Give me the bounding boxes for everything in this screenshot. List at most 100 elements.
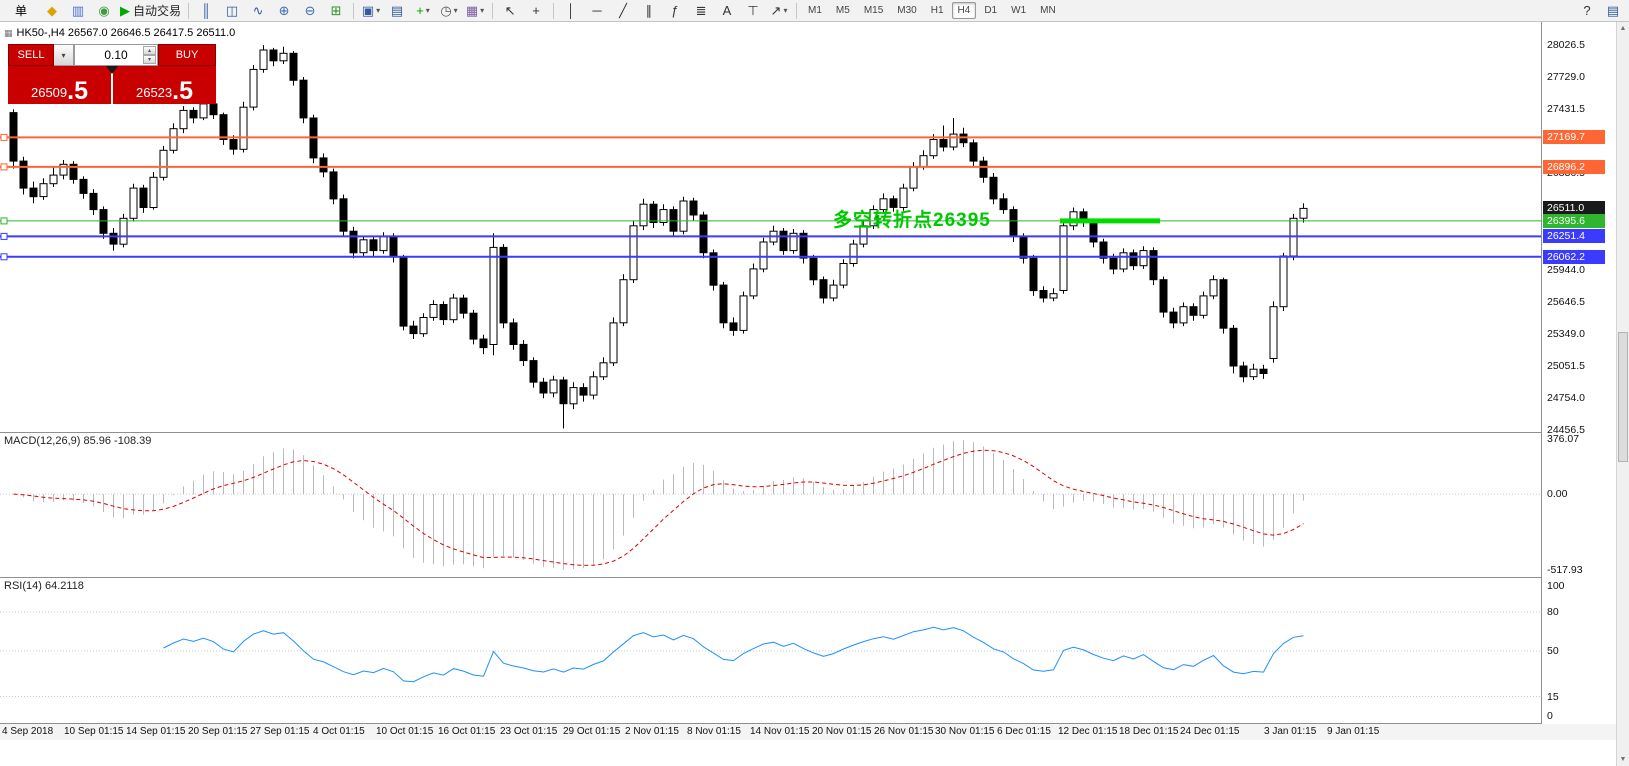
label-icon[interactable]: ⊤ [740,1,766,21]
arrows-icon[interactable]: ↗ ▾ [766,1,792,21]
vertical-line-icon: │ [566,3,576,18]
crosshair-icon: + [532,3,540,18]
auto-trading-button-label: 自动交易 [133,4,182,18]
tile-windows-icon[interactable]: ⊞ [323,1,349,21]
crosshair-icon[interactable]: + [523,1,549,21]
timeframe-m30[interactable]: M30 [897,5,917,16]
time-tick: 3 Jan 01:15 [1264,726,1317,737]
help-icon[interactable]: ? [1574,1,1600,21]
indicators-icon: + [416,3,424,18]
macd-axis-label: -517.93 [1547,564,1583,576]
volume-up-icon[interactable]: ▴ [143,46,156,55]
timeframe-h1[interactable]: H1 [930,5,944,16]
timeframe-w1[interactable]: W1 [1011,5,1027,16]
text-icon[interactable]: A [714,1,740,21]
panel-separator[interactable] [0,432,1616,433]
time-tick: 4 Oct 01:15 [313,726,365,737]
timeframe-h4[interactable]: H4 [951,2,977,19]
candles-chart-icon[interactable]: ◫ [219,1,245,21]
indicators-icon[interactable]: + ▾ [410,1,436,21]
cursor-icon[interactable]: ↖ [497,1,523,21]
tile-windows-icon: ⊞ [330,3,342,18]
templates-icon: ▦ [465,3,479,18]
price-badge: 26511.0 [1543,201,1605,215]
macd-panel[interactable] [0,433,1541,577]
price-badge: 26251.4 [1543,229,1605,243]
one-click-trading-panel: SELL ▾ 0.10 ▴ ▾ BUY 26509.5 26523.5 [8,44,216,104]
text-icon: A [722,3,732,18]
price-tick: 27729.0 [1547,71,1585,83]
symbol-header: ▦ HK50-,H4 26567.0 26646.5 26417.5 26511… [4,27,235,39]
fibonacci-icon[interactable]: ƒ [662,1,688,21]
scrollbar-thumb[interactable] [1618,332,1628,462]
rsi-panel[interactable] [0,578,1541,723]
profiles-icon[interactable]: ▤ [384,1,410,21]
arrows-icon: ↗ [770,3,782,18]
sell-button[interactable]: SELL [8,44,54,66]
label-icon: ⊤ [747,3,759,18]
time-tick: 10 Sep 01:15 [64,726,124,737]
zoom-in-icon[interactable]: ⊕ [271,1,297,21]
macd-label: MACD(12,26,9) 85.96 -108.39 [4,435,152,447]
volume-input[interactable]: 0.10 ▴ ▾ [74,44,158,66]
time-tick: 12 Dec 01:15 [1058,726,1118,737]
navigator-icon[interactable]: ◉ [91,1,117,21]
main-chart[interactable] [0,22,1541,432]
channel-icon[interactable]: ∥ [636,1,662,21]
timeframe-mn[interactable]: MN [1040,5,1056,16]
buy-button[interactable]: BUY [158,44,216,66]
bars-chart-icon[interactable]: ║ [193,1,219,21]
shapes-icon[interactable]: ≣ [688,1,714,21]
panels-icon[interactable]: ▤ [1600,1,1626,21]
panel-separator[interactable] [0,577,1616,578]
timeframe-m15[interactable]: M15 [863,5,884,16]
one-click-options-dropdown[interactable]: ▾ [54,44,74,66]
orders-menu[interactable]: 单 [14,4,27,18]
time-tick: 20 Nov 01:15 [812,726,872,737]
time-tick: 16 Oct 01:15 [438,726,496,737]
new-chart-icon[interactable]: ▣ ▾ [358,1,384,21]
auto-trading-button[interactable]: ▶ 自动交易 [117,1,184,21]
scrollbar[interactable]: ▲ ▼ [1616,22,1629,766]
time-tick: 2 Nov 01:15 [625,726,679,737]
vertical-line-icon[interactable]: │ [558,1,584,21]
price-tick: 25944.0 [1547,264,1585,276]
line-chart-icon[interactable]: ∿ [245,1,271,21]
timeframe-m5[interactable]: M5 [835,5,850,16]
horizontal-line-icon: ─ [592,3,602,18]
volume-down-icon[interactable]: ▾ [143,55,156,64]
time-tick: 27 Sep 01:15 [250,726,310,737]
time-tick: 4 Sep 2018 [2,726,54,737]
macd-axis-label: 376.07 [1547,433,1580,445]
time-tick: 29 Oct 01:15 [563,726,621,737]
chart-annotation-text[interactable]: 多空转折点26395 [833,210,991,231]
time-axis[interactable]: 4 Sep 2018 10 Sep 01:15 14 Sep 01:15 20 Sep… [0,724,1616,740]
scroll-up-icon[interactable]: ▲ [1619,25,1627,32]
new-order-icon[interactable]: ◆ [39,1,65,21]
help-icon: ? [1583,3,1591,18]
price-axis[interactable]: 28026.527729.027431.527134.026836.526539… [1541,22,1617,740]
timeframe-m1[interactable]: M1 [808,5,822,16]
horizontal-line-icon[interactable]: ─ [584,1,610,21]
trendline-icon[interactable]: ╱ [610,1,636,21]
zoom-out-icon: ⊖ [304,3,316,18]
templates-icon[interactable]: ▦ ▾ [462,1,488,21]
price-badge: 27169.7 [1543,130,1605,144]
timeframe-d1[interactable]: D1 [984,5,998,16]
buy-price-button[interactable]: 26523.5 [113,66,216,104]
chart-window-icon[interactable]: ▥ [65,1,91,21]
toolbar-separator [553,2,555,19]
zoom-out-icon[interactable]: ⊖ [297,1,323,21]
price-tick: 25051.5 [1547,360,1585,372]
scroll-down-icon[interactable]: ▼ [1619,756,1627,763]
toolbar-separator [188,2,190,19]
periods-icon[interactable]: ◷ ▾ [436,1,462,21]
chart-icon: ▦ [4,27,13,38]
price-badge: 26395.6 [1543,214,1605,228]
time-tick: 6 Dec 01:15 [997,726,1051,737]
time-tick: 24 Dec 01:15 [1180,726,1240,737]
sell-price-button[interactable]: 26509.5 [8,66,111,104]
toolbar: 单 ◆ ▥ ◉ ▶ 自动交易 ║ ◫ ∿ ⊕ ⊖ ⊞ ▣ ▾ ▤ + ▾ ◷ ▾ ▦ ▾ ↖ + │ ─ ╱ ∥ ƒ ≣ A ⊤ ↗ ▾ M1 M5… [0,0,1629,22]
rsi-axis-label: 0 [1547,710,1553,722]
new-order-icon: ◆ [47,3,57,18]
